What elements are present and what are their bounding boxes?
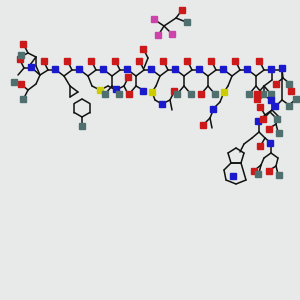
Bar (149, 89, 155, 95)
Bar (255, 118, 261, 124)
Bar (220, 66, 226, 72)
Bar (255, 171, 261, 177)
Bar (210, 106, 216, 112)
Bar (254, 91, 260, 97)
Bar (64, 58, 70, 64)
Bar (267, 140, 273, 146)
Bar (257, 143, 263, 149)
Bar (221, 89, 227, 95)
Bar (17, 56, 23, 62)
Bar (18, 81, 24, 87)
Bar (276, 172, 282, 178)
Bar (20, 96, 26, 102)
Bar (116, 91, 122, 97)
Bar (159, 101, 165, 107)
Bar (266, 126, 272, 132)
Bar (179, 7, 185, 13)
Bar (113, 86, 119, 92)
Bar (286, 81, 292, 87)
Bar (151, 16, 157, 22)
Bar (160, 58, 166, 64)
Bar (254, 96, 260, 102)
Bar (273, 81, 279, 87)
Bar (288, 88, 294, 94)
Bar (140, 88, 146, 94)
Bar (286, 103, 292, 109)
Bar (260, 91, 266, 97)
Bar (172, 66, 178, 72)
Bar (125, 74, 131, 80)
Bar (268, 91, 274, 97)
Bar (212, 91, 218, 97)
Bar (272, 103, 278, 109)
Bar (18, 52, 24, 58)
Bar (256, 58, 262, 64)
Bar (41, 58, 47, 64)
Bar (260, 116, 266, 122)
Bar (274, 116, 280, 122)
Bar (28, 64, 34, 70)
Bar (266, 168, 272, 174)
Bar (169, 31, 175, 37)
Bar (198, 91, 204, 97)
Bar (100, 66, 106, 72)
Bar (112, 58, 118, 64)
Bar (184, 19, 190, 25)
Bar (232, 58, 238, 64)
Bar (88, 58, 94, 64)
Bar (155, 32, 161, 38)
Bar (20, 41, 26, 47)
Bar (257, 104, 263, 110)
Bar (76, 66, 82, 72)
Bar (208, 58, 214, 64)
Bar (52, 66, 58, 72)
Bar (276, 130, 282, 136)
Bar (279, 65, 285, 71)
Bar (244, 66, 250, 72)
Bar (196, 66, 202, 72)
Bar (124, 66, 130, 72)
Bar (126, 91, 132, 97)
Bar (79, 123, 85, 129)
Bar (293, 96, 299, 102)
Bar (188, 91, 194, 97)
Bar (268, 66, 274, 72)
Bar (171, 88, 177, 94)
Bar (136, 58, 142, 64)
Bar (102, 91, 108, 97)
Bar (184, 58, 190, 64)
Bar (246, 91, 252, 97)
Bar (174, 91, 180, 97)
Bar (140, 46, 146, 52)
Bar (230, 173, 236, 179)
Bar (251, 168, 257, 174)
Bar (97, 87, 103, 93)
Bar (148, 66, 154, 72)
Bar (268, 97, 274, 103)
Bar (11, 79, 17, 85)
Bar (200, 122, 206, 128)
